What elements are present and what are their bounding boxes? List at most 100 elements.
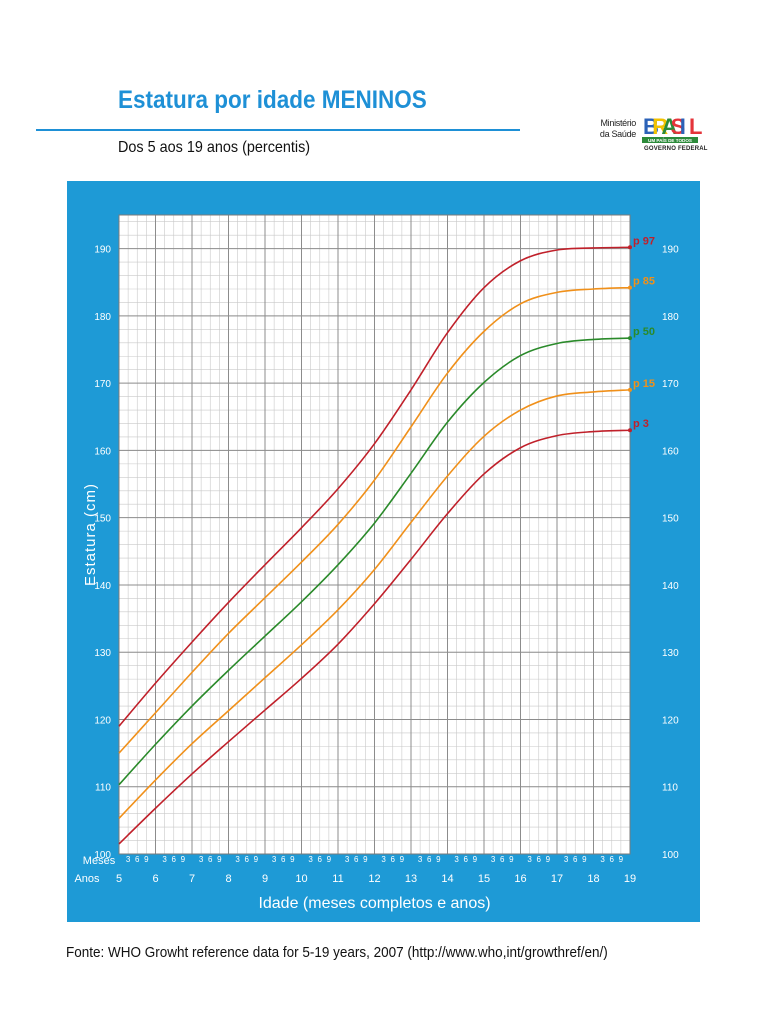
y-tick-label: 100 (94, 850, 111, 861)
x-tick-label: 7 (189, 873, 195, 885)
x-tick-label: 12 (368, 873, 380, 885)
y-tick-label: 120 (662, 715, 679, 726)
month-tick-label: 6 (391, 855, 396, 864)
month-tick-label: 3 (418, 855, 423, 864)
brand-letter: R (652, 114, 668, 139)
x-tick-label: 15 (478, 873, 490, 885)
x-tick-label: 13 (405, 873, 417, 885)
month-tick-label: 3 (235, 855, 240, 864)
month-tick-label: 3 (381, 855, 386, 864)
y-tick-label: 190 (662, 245, 679, 256)
month-tick-label: 9 (473, 855, 478, 864)
y-tick-label: 140 (94, 581, 111, 592)
ministry-line-2: da Saúde (599, 129, 636, 139)
y-tick-label: 170 (662, 379, 679, 390)
month-tick-label: 6 (318, 855, 323, 864)
month-tick-label: 6 (537, 855, 542, 864)
month-tick-label: 9 (254, 855, 259, 864)
month-tick-label: 9 (144, 855, 149, 864)
month-tick-label: 3 (272, 855, 277, 864)
plot-border (118, 214, 631, 855)
y-tick-label: 150 (662, 514, 679, 525)
month-tick-label: 9 (363, 855, 368, 864)
brand-letter: S (671, 114, 686, 139)
x-tick-label: 11 (332, 873, 343, 885)
month-tick-label: 3 (345, 855, 350, 864)
page-title: Estatura por idade MENINOS (118, 86, 427, 114)
month-tick-label: 6 (610, 855, 615, 864)
x-tick-label: 14 (441, 873, 453, 885)
y-tick-label: 130 (662, 648, 679, 659)
series-end-point-p85 (628, 285, 632, 290)
brand-letter: B (643, 114, 659, 139)
x-tick-label: 16 (514, 873, 526, 885)
month-tick-label: 3 (126, 855, 131, 864)
series-label-p3: p 3 (633, 418, 649, 430)
month-tick-label: 6 (464, 855, 469, 864)
page-subtitle: Dos 5 aos 19 anos (percentis) (118, 139, 311, 156)
x-axis-label: Idade (meses completos e anos) (258, 895, 490, 912)
month-tick-label: 3 (527, 855, 532, 864)
series-label-p85: p 85 (633, 276, 655, 288)
month-tick-label: 6 (354, 855, 359, 864)
x-tick-label: 17 (551, 873, 563, 885)
y-tick-label: 180 (94, 312, 111, 323)
height-for-age-chart: 100 110 120 130 140 150 160 170 180 190 100 110 120… (74, 214, 679, 912)
series-label-p97: p 97 (633, 235, 655, 247)
series-line-p50 (118, 337, 631, 786)
month-tick-label: 3 (600, 855, 605, 864)
month-tick-label: 6 (427, 855, 432, 864)
brand-letter: A (661, 114, 677, 139)
years-row-label: Anos (74, 873, 100, 885)
series-end-point-p3 (628, 428, 632, 433)
ministry-name: Ministério da Saúde (598, 118, 636, 140)
y-tick-label: 170 (94, 379, 111, 390)
x-tick-label: 5 (116, 873, 122, 885)
month-tick-label: 6 (573, 855, 578, 864)
government-label: GOVERNO FEDERAL (644, 146, 708, 152)
month-tick-label: 9 (290, 855, 295, 864)
x-tick-label: 9 (262, 873, 268, 885)
month-tick-label: 3 (308, 855, 313, 864)
series-label-p15: p 15 (633, 378, 655, 390)
y-tick-label: 130 (94, 648, 111, 659)
month-tick-label: 6 (208, 855, 213, 864)
series-end-point-p50 (628, 336, 632, 341)
y-tick-label: 160 (94, 446, 111, 457)
series-line-p97 (118, 246, 631, 727)
month-tick-label: 9 (546, 855, 551, 864)
x-tick-label: 6 (152, 873, 158, 885)
month-tick-label: 6 (172, 855, 177, 864)
series-line-p3 (118, 429, 631, 845)
y-tick-label: 100 (662, 850, 679, 861)
y-tick-label: 150 (94, 514, 111, 525)
title-divider (36, 129, 520, 131)
month-tick-label: 9 (619, 855, 624, 864)
y-axis-label: Estatura (cm) (82, 483, 99, 586)
month-tick-label: 6 (500, 855, 505, 864)
series-label-p50: p 50 (633, 326, 655, 338)
month-tick-label: 3 (454, 855, 459, 864)
x-tick-label: 8 (225, 873, 231, 885)
series-end-point-p97 (628, 245, 632, 250)
source-note: Fonte: WHO Growht reference data for 5-1… (66, 944, 608, 961)
x-tick-label: 19 (624, 873, 636, 885)
month-tick-label: 3 (199, 855, 204, 864)
brand-letter: I (680, 114, 686, 139)
month-tick-label: 6 (281, 855, 286, 864)
months-row-label: Meses (83, 855, 116, 867)
month-tick-label: 9 (400, 855, 405, 864)
series-line-p15 (118, 389, 631, 819)
month-tick-label: 9 (436, 855, 441, 864)
ministry-line-1: Ministério (600, 118, 636, 128)
series-line-p85 (118, 286, 631, 754)
x-tick-label: 18 (587, 873, 599, 885)
y-tick-label: 140 (662, 581, 679, 592)
x-tick-label: 10 (295, 873, 307, 885)
series-end-point-p15 (628, 387, 632, 392)
y-tick-label: 190 (94, 245, 111, 256)
month-tick-label: 9 (217, 855, 222, 864)
month-tick-label: 9 (509, 855, 514, 864)
